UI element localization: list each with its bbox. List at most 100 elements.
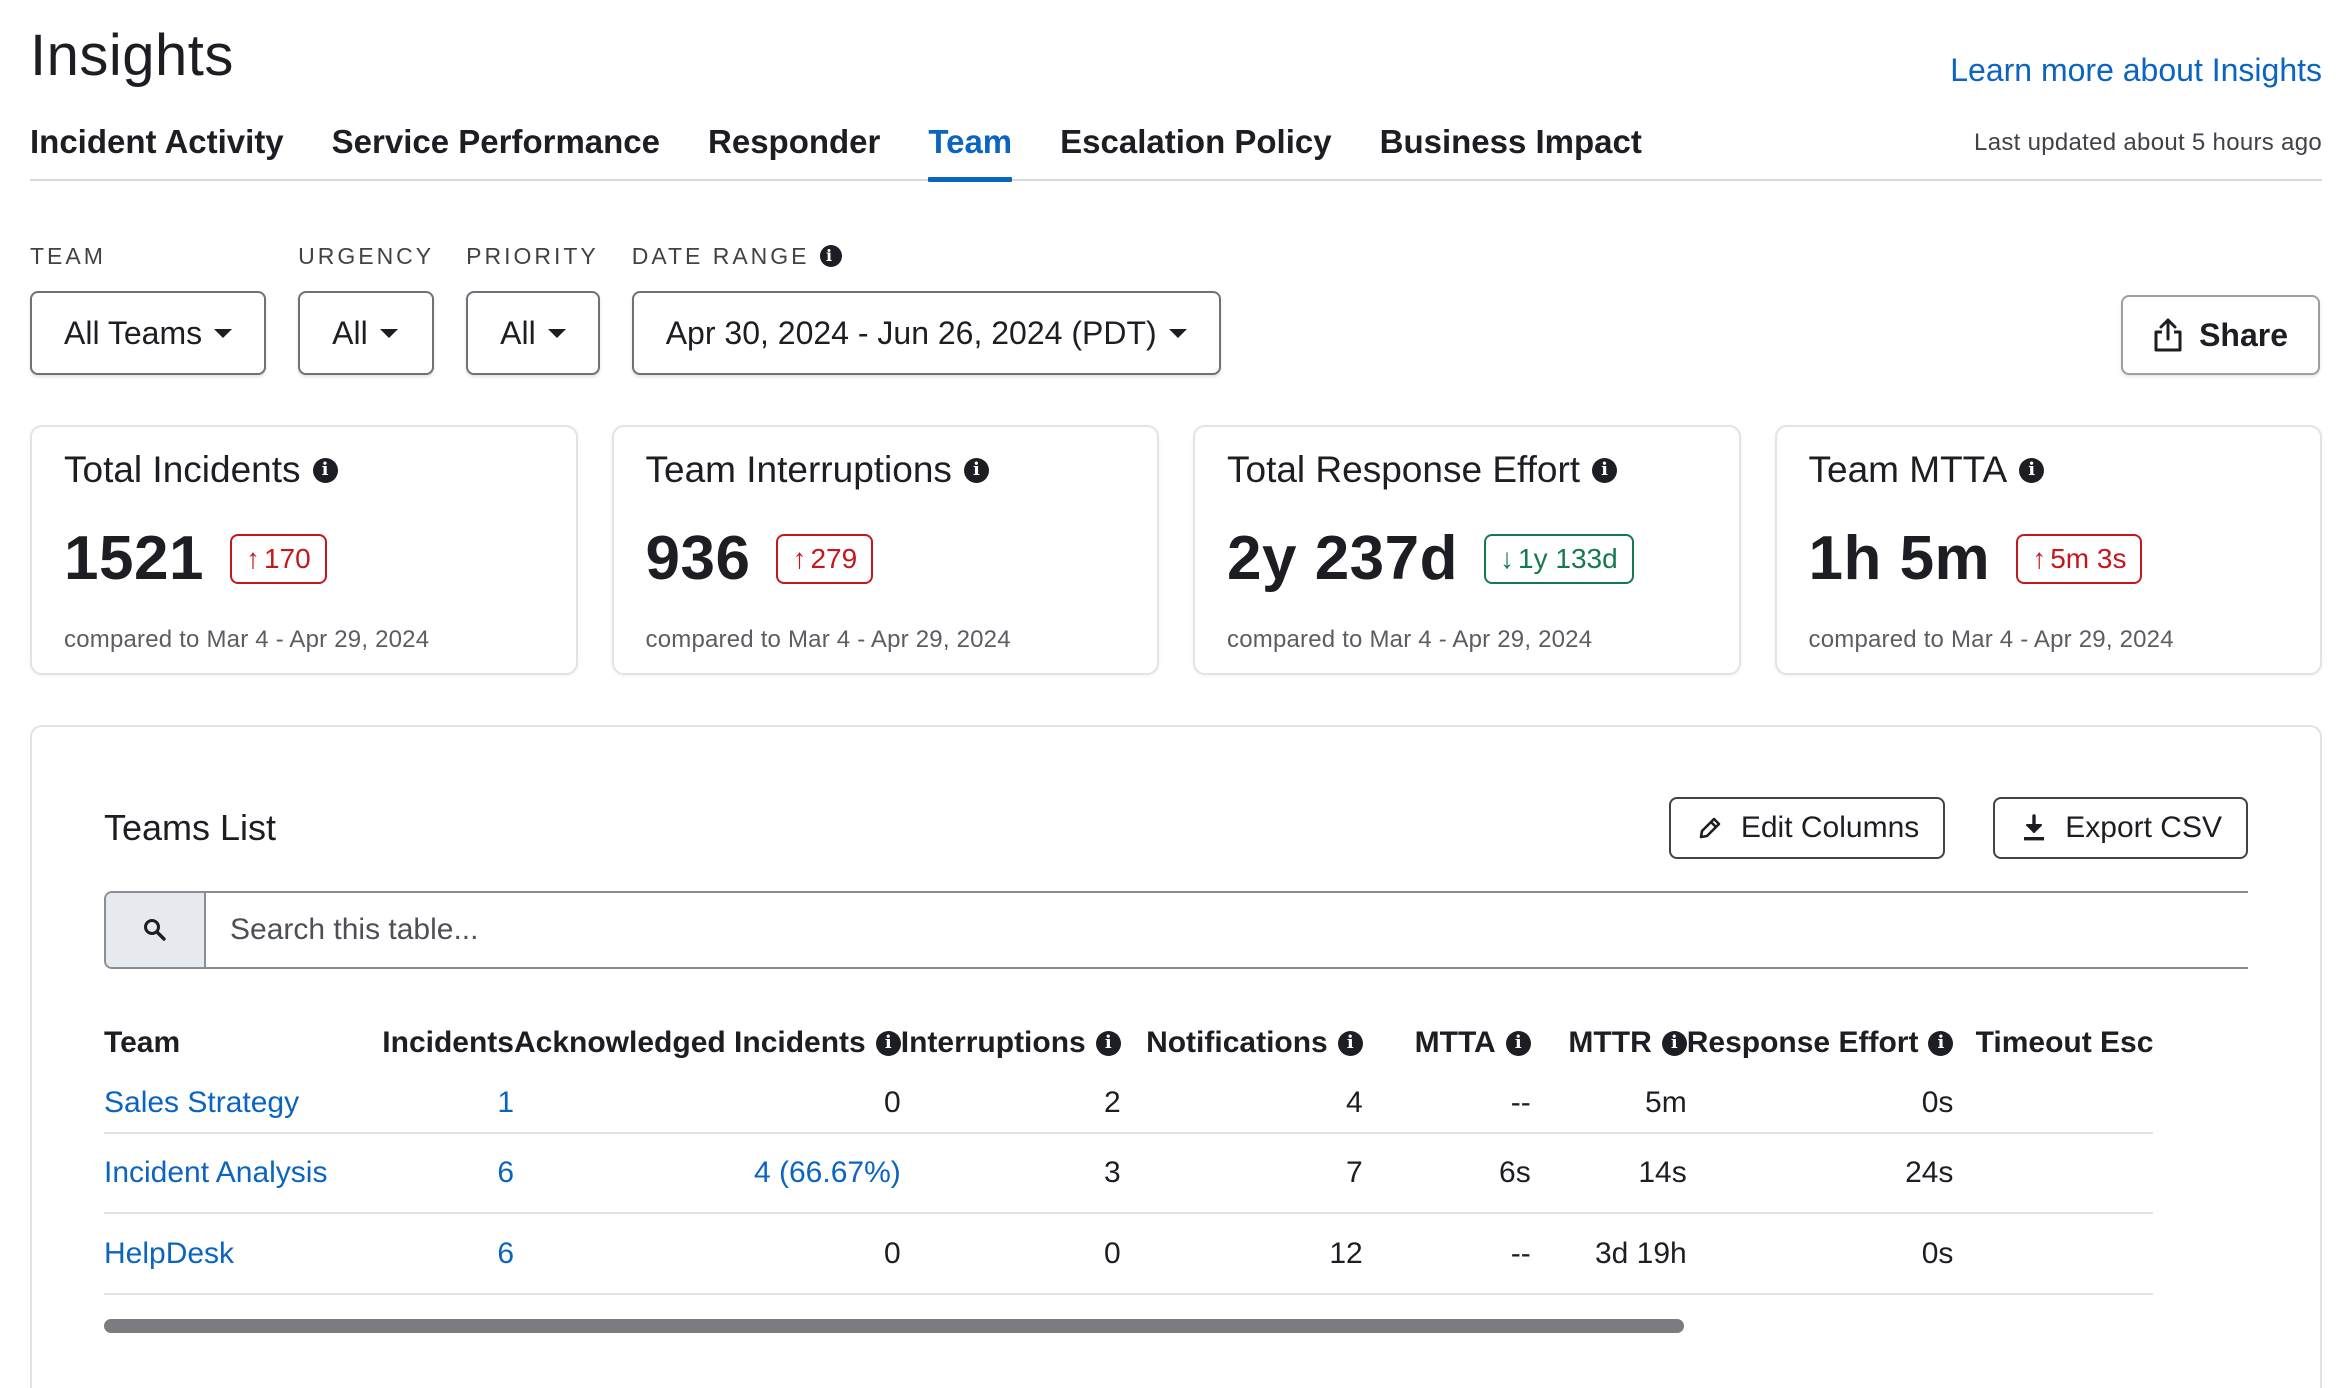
info-icon[interactable]: i: [312, 457, 338, 483]
search-input[interactable]: [206, 893, 2248, 967]
column-header-acknowledged-incidents[interactable]: Acknowledged Incidents i: [514, 1013, 901, 1073]
column-header-timeout-esc[interactable]: Timeout Esc: [1953, 1013, 2154, 1073]
card-title-text: Total Response Effort: [1227, 449, 1581, 490]
tab-team[interactable]: Team: [928, 123, 1012, 182]
card-value: 1521: [64, 524, 204, 593]
tab-list: Incident Activity Service Performance Re…: [30, 123, 1642, 182]
info-icon[interactable]: i: [963, 457, 989, 483]
metric-card-total-incidents: Total Incidents i 1521 ↑ 170 compared to…: [30, 425, 578, 675]
last-updated-text: Last updated about 5 hours ago: [1974, 129, 2322, 156]
date-range-dropdown-value: Apr 30, 2024 - Jun 26, 2024 (PDT): [665, 314, 1157, 351]
incidents-link[interactable]: 6: [497, 1156, 514, 1189]
mtta-cell: --: [1362, 1073, 1531, 1134]
info-icon[interactable]: i: [819, 245, 842, 267]
pencil-icon: [1699, 817, 1721, 839]
teams-list-panel: Teams List Edit Columns Export CSV: [30, 725, 2322, 1388]
info-icon[interactable]: i: [2019, 457, 2045, 483]
metric-card-total-response-effort: Total Response Effort i 2y 237d ↓ 1y 133…: [1193, 425, 1741, 675]
arrow-up-icon: ↑: [792, 542, 807, 574]
filters-row: TEAM All Teams URGENCY All PRIORITY All: [30, 243, 2322, 375]
info-icon[interactable]: i: [1337, 1030, 1363, 1056]
caret-down-icon: [214, 328, 233, 338]
card-value: 2y 237d: [1227, 524, 1459, 593]
card-value-row: 1h 5m ↑ 5m 3s: [1809, 523, 2289, 594]
card-title: Total Response Effort i: [1227, 449, 1707, 491]
tab-escalation-policy[interactable]: Escalation Policy: [1060, 123, 1332, 160]
column-header-label: Incidents: [382, 1026, 514, 1059]
search-button[interactable]: [106, 893, 206, 967]
tab-service-performance[interactable]: Service Performance: [331, 123, 661, 160]
card-compare-text: compared to Mar 4 - Apr 29, 2024: [64, 626, 430, 653]
card-value: 1h 5m: [1808, 524, 1991, 593]
response-effort-cell: 24s: [1686, 1133, 1954, 1214]
table-row: Incident Analysis 6 4 (66.67%) 3 7 6s 14…: [104, 1133, 2154, 1214]
column-header-mtta[interactable]: MTTA i: [1363, 1013, 1531, 1073]
priority-dropdown[interactable]: All: [466, 291, 600, 375]
tab-business-impact[interactable]: Business Impact: [1379, 123, 1642, 160]
column-header-mttr[interactable]: MTTR i: [1531, 1013, 1687, 1073]
delta-badge: ↑ 170: [229, 533, 327, 584]
caret-down-icon: [379, 328, 398, 338]
table-search: [104, 891, 2248, 969]
tab-responder[interactable]: Responder: [708, 123, 881, 160]
urgency-dropdown[interactable]: All: [298, 291, 435, 375]
acknowledged-link[interactable]: 4 (66.67%): [753, 1156, 901, 1189]
incidents-cell[interactable]: 1: [334, 1073, 514, 1134]
mttr-cell: 14s: [1530, 1133, 1687, 1214]
incidents-cell[interactable]: 6: [334, 1213, 514, 1295]
column-header-label: Interruptions: [900, 1026, 1086, 1059]
priority-filter-label: PRIORITY: [466, 242, 599, 269]
team-name-link[interactable]: Sales Strategy: [104, 1073, 334, 1134]
response-effort-cell: 0s: [1686, 1213, 1954, 1295]
acknowledged-cell[interactable]: 4 (66.67%): [514, 1133, 901, 1214]
delta-badge: ↑ 5m 3s: [2016, 533, 2143, 584]
info-icon[interactable]: i: [1095, 1030, 1121, 1056]
incidents-link[interactable]: 6: [497, 1236, 514, 1270]
team-name-link[interactable]: Incident Analysis: [104, 1133, 334, 1214]
date-range-dropdown[interactable]: Apr 30, 2024 - Jun 26, 2024 (PDT): [631, 291, 1221, 375]
info-icon[interactable]: i: [1661, 1030, 1687, 1056]
incidents-link[interactable]: 1: [497, 1085, 514, 1119]
tabs-bar: Incident Activity Service Performance Re…: [30, 123, 2322, 182]
column-header-response-effort[interactable]: Response Effort i: [1687, 1013, 1954, 1073]
column-header-label: Acknowledged Incidents: [514, 1026, 866, 1059]
share-button[interactable]: Share: [2121, 295, 2320, 375]
tab-incident-activity[interactable]: Incident Activity: [30, 123, 284, 160]
horizontal-scrollbar[interactable]: [104, 1319, 1684, 1333]
team-name[interactable]: Incident Analysis: [104, 1156, 328, 1189]
team-name[interactable]: HelpDesk: [104, 1236, 235, 1270]
team-dropdown[interactable]: All Teams: [30, 291, 267, 375]
edit-columns-label: Edit Columns: [1740, 811, 1920, 844]
column-header-incidents[interactable]: Incidents: [334, 1013, 514, 1073]
arrow-up-icon: ↑: [2032, 542, 2047, 574]
mttr-cell: 3d 19h: [1530, 1213, 1687, 1295]
column-header-team[interactable]: Team: [104, 1013, 334, 1073]
page-header: Insights Learn more about Insights: [30, 0, 2322, 89]
card-compare-text: compared to Mar 4 - Apr 29, 2024: [1227, 626, 1593, 653]
timeout-esc-cell: [1953, 1073, 2154, 1134]
card-title-text: Team MTTA: [1808, 449, 2008, 490]
learn-more-link[interactable]: Learn more about Insights: [1950, 52, 2322, 88]
info-icon[interactable]: i: [1592, 457, 1618, 483]
mtta-cell: --: [1362, 1213, 1531, 1295]
teams-list-title: Teams List: [104, 807, 277, 848]
team-name-link[interactable]: HelpDesk: [104, 1213, 334, 1295]
column-header-label: Notifications: [1146, 1026, 1328, 1059]
incidents-cell[interactable]: 6: [334, 1133, 514, 1214]
card-title: Team MTTA i: [1809, 449, 2289, 491]
date-range-filter-label: DATE RANGE i: [632, 243, 1221, 269]
info-icon[interactable]: i: [1505, 1030, 1531, 1056]
info-icon[interactable]: i: [1928, 1030, 1954, 1056]
share-label: Share: [2199, 316, 2288, 353]
team-name[interactable]: Sales Strategy: [104, 1085, 300, 1119]
team-dropdown-value: All Teams: [64, 314, 203, 351]
export-csv-button[interactable]: Export CSV: [1993, 797, 2248, 859]
info-icon[interactable]: i: [875, 1030, 901, 1056]
column-header-notifications[interactable]: Notifications i: [1121, 1013, 1363, 1073]
edit-columns-button[interactable]: Edit Columns: [1668, 797, 1946, 859]
card-title: Team Interruptions i: [646, 449, 1126, 491]
column-header-interruptions[interactable]: Interruptions i: [901, 1013, 1121, 1073]
caret-down-icon: [547, 328, 566, 338]
arrow-down-icon: ↓: [1500, 542, 1515, 574]
